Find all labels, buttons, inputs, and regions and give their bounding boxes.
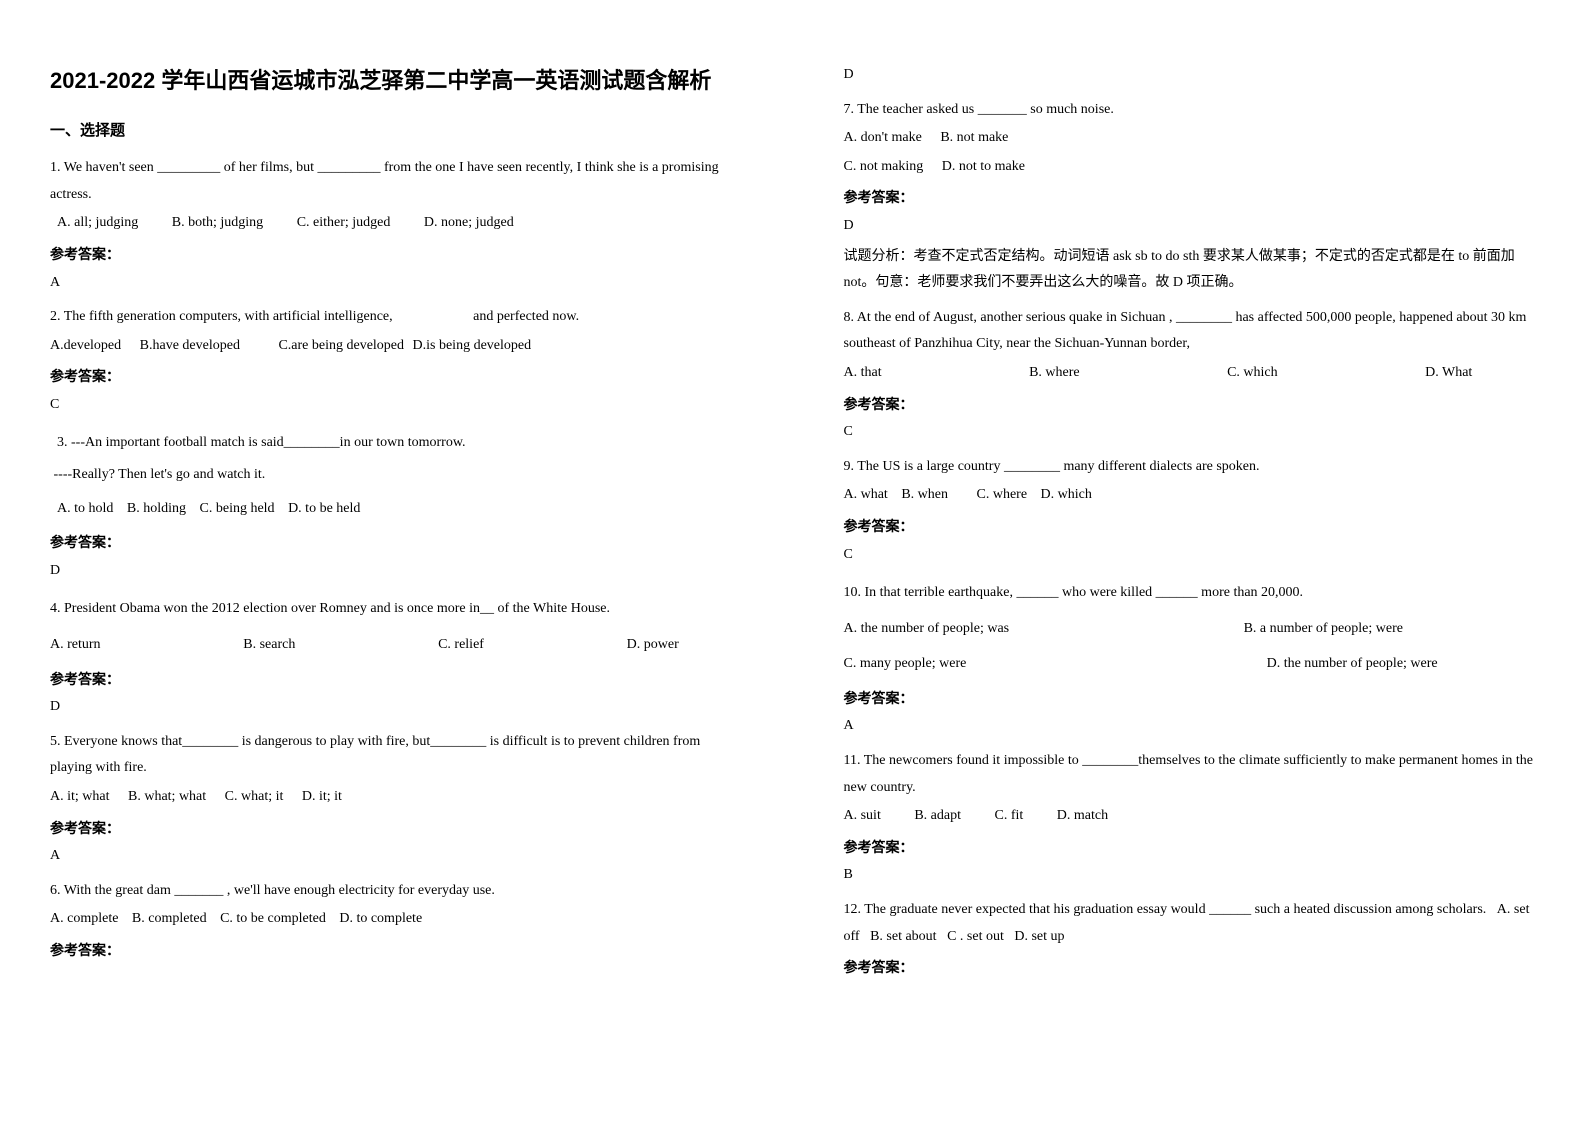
answer-label: 参考答案： — [844, 685, 1538, 712]
answer-value: D — [844, 62, 1538, 89]
document-title: 2021-2022 学年山西省运城市泓芝驿第二中学高一英语测试题含解析 — [50, 60, 744, 102]
question-options: A. to hold B. holding C. being held D. t… — [50, 493, 744, 525]
question-text: 7. The teacher asked us _______ so much … — [844, 102, 1114, 117]
question-options: A. that B. where C. which D. What — [844, 360, 1503, 387]
question-options: A. complete B. completed C. to be comple… — [50, 906, 744, 933]
question-options: A.developed B.have developed C.are being… — [50, 333, 744, 360]
question-options: A. it; what B. what; what C. what; it D.… — [50, 784, 744, 811]
question-text: 9. The US is a large country ________ ma… — [844, 459, 1260, 474]
answer-value: C — [844, 419, 1538, 446]
section-title: 一、选择题 — [50, 117, 744, 146]
answer-value: A — [50, 843, 744, 870]
answer-label: 参考答案： — [50, 529, 744, 556]
question-text: 2. The fifth generation computers, with … — [50, 309, 579, 324]
question-options-2: C. not making D. not to make — [844, 154, 1538, 181]
answer-label: 参考答案： — [844, 184, 1538, 211]
question-options: A. suit B. adapt C. fit D. match — [844, 803, 1538, 830]
question-text: 10. In that terrible earthquake, ______ … — [844, 576, 1538, 610]
question-text: 12. The graduate never expected that his… — [844, 902, 1530, 944]
question-options: A. all; judging B. both; judging C. eith… — [50, 210, 744, 237]
answer-label: 参考答案： — [50, 666, 744, 693]
question-9: 9. The US is a large country ________ ma… — [844, 454, 1538, 568]
question-7: 7. The teacher asked us _______ so much … — [844, 97, 1538, 297]
answer-label: 参考答案： — [50, 363, 744, 390]
answer-value: D — [50, 694, 744, 721]
question-12: 12. The graduate never expected that his… — [844, 897, 1538, 950]
right-page: D 7. The teacher asked us _______ so muc… — [794, 0, 1587, 1122]
question-options: A. what B. when C. where D. which — [844, 482, 1538, 509]
question-text: 3. ---An important football match is sai… — [50, 427, 744, 459]
answer-label: 参考答案： — [844, 834, 1538, 861]
question-2: 2. The fifth generation computers, with … — [50, 304, 744, 418]
answer-value: D — [50, 558, 744, 585]
answer-value: B — [844, 862, 1538, 889]
question-options: A. return B. search C. relief D. power — [50, 628, 709, 662]
question-1: 1. We haven't seen _________ of her film… — [50, 155, 744, 296]
answer-label: 参考答案： — [844, 391, 1538, 418]
question-text: 11. The newcomers found it impossible to… — [844, 753, 1534, 795]
question-11: 11. The newcomers found it impossible to… — [844, 748, 1538, 889]
question-6: 6. With the great dam _______ , we'll ha… — [50, 878, 744, 964]
left-page: 2021-2022 学年山西省运城市泓芝驿第二中学高一英语测试题含解析 一、选择… — [0, 0, 794, 1122]
question-5: 5. Everyone knows that________ is danger… — [50, 729, 744, 870]
answer-value: C — [50, 392, 744, 419]
question-3: 3. ---An important football match is sai… — [50, 427, 744, 526]
question-text: 4. President Obama won the 2012 election… — [50, 592, 744, 626]
answer-label: 参考答案： — [844, 954, 1538, 981]
answer-value: C — [844, 542, 1538, 569]
answer-label: 参考答案： — [50, 815, 744, 842]
answer-value: D — [844, 213, 1538, 240]
question-text: 1. We haven't seen _________ of her film… — [50, 160, 719, 202]
question-10: 10. In that terrible earthquake, ______ … — [844, 576, 1538, 681]
question-options: A. the number of people; was B. a number… — [844, 612, 1433, 646]
explanation: 试题分析：考查不定式否定结构。动词短语 ask sb to do sth 要求某… — [844, 244, 1538, 297]
question-text-2: ----Really? Then let's go and watch it. — [50, 459, 744, 491]
question-text: 8. At the end of August, another serious… — [844, 310, 1527, 352]
question-4: 4. President Obama won the 2012 election… — [50, 592, 744, 661]
question-options: A. don't make B. not make — [844, 125, 1538, 152]
answer-label: 参考答案： — [50, 241, 744, 268]
question-options-2: C. many people; were D. the number of pe… — [844, 647, 1468, 681]
question-text: 5. Everyone knows that________ is danger… — [50, 734, 700, 776]
answer-label: 参考答案： — [844, 513, 1538, 540]
question-text: 6. With the great dam _______ , we'll ha… — [50, 883, 495, 898]
answer-value: A — [844, 713, 1538, 740]
answer-label: 参考答案： — [50, 937, 744, 964]
question-8: 8. At the end of August, another serious… — [844, 305, 1538, 446]
answer-value: A — [50, 270, 744, 297]
